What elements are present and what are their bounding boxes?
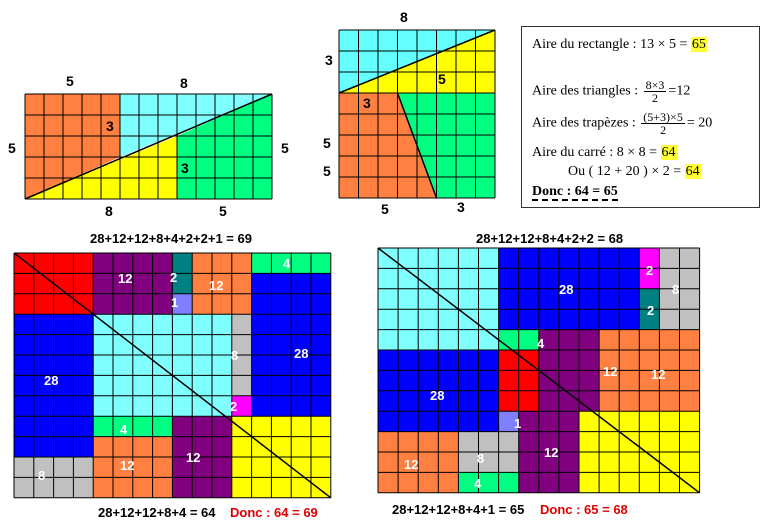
square-label-left-bottom: 5: [323, 135, 331, 151]
orange-12: [192, 253, 252, 315]
blue-1: [172, 293, 193, 315]
rectangle-grid: [24, 93, 273, 200]
label-top-left: 5: [66, 73, 74, 89]
square-area-text: Aire du carré : 8 × 8 =: [532, 145, 661, 160]
line-triangles-area: Aire des triangles : 8×3 2 =12: [532, 79, 690, 104]
alt-area-value: 64: [684, 164, 701, 179]
bottom-left-footer: 28+12+12+8+4 = 64: [98, 505, 216, 520]
bl-num-1: 1: [171, 295, 178, 310]
square-label-top: 8: [400, 9, 408, 25]
bottom-left-title: 28+12+12+8+4+2+2+1 = 69: [90, 231, 252, 246]
label-bottom-right: 5: [219, 203, 227, 219]
rectangle-area-value: 65: [690, 37, 707, 52]
square-area-value: 64: [660, 145, 677, 160]
br-num-4b: 4: [474, 476, 482, 491]
bl-num-28b: 28: [44, 373, 58, 388]
alt-area-text: Ou ( 12 + 20 ) × 2 =: [568, 164, 685, 179]
label-bottom-left: 8: [105, 203, 113, 219]
magenta-2: [231, 395, 252, 417]
grid-right: [377, 247, 701, 494]
square-num-a: 3: [363, 95, 371, 111]
bl-num-28a: 28: [294, 346, 308, 361]
bottom-right-title: 28+12+12+8+4+2+2 = 68: [476, 231, 623, 246]
explanation-panel: Aire du rectangle : 13 × 5 = 65 Aire des…: [521, 26, 760, 208]
br-num-12a: 12: [603, 364, 617, 379]
bottom-right-numbers: 28 2 8 2 4 12 12 28 1 12 12 8 4: [404, 263, 679, 491]
bl-num-12d: 12: [186, 450, 200, 465]
square-grid: [338, 29, 496, 199]
rectangle-13x5: [24, 93, 273, 200]
br-num-28b: 28: [430, 388, 444, 403]
bl-num-12b: 12: [209, 278, 223, 293]
br-num-2b: 2: [647, 303, 654, 318]
blue-1: [498, 411, 519, 432]
br-num-28a: 28: [559, 282, 573, 297]
triangles-denominator: 2: [652, 91, 659, 105]
bl-num-8a: 8: [231, 348, 238, 363]
bottom-right-diagonal: [377, 247, 701, 494]
line-trapezes-area: Aire des trapèzes : (5+3)×5 2 = 20: [532, 111, 712, 136]
conclusion-text: Donc : 64 = 65: [532, 184, 618, 201]
br-num-4a: 4: [537, 336, 545, 351]
bl-num-2b: 2: [230, 399, 237, 414]
bottom-left-diagonal: [13, 252, 332, 499]
bottom-right-footer: 28+12+12+8+4+1 = 65: [392, 502, 524, 517]
bottom-left-donc: Donc : 64 = 69: [230, 505, 318, 520]
label-right: 5: [281, 140, 289, 156]
br-num-12d: 12: [404, 457, 418, 472]
rectangle-diagonal: [24, 93, 273, 200]
square-num-b: 5: [438, 71, 446, 87]
rect-num-b: 3: [181, 160, 189, 176]
orange-trapezoid: [339, 93, 437, 198]
label-left: 5: [8, 140, 16, 156]
square-label-left-bottom-2: 5: [323, 163, 331, 179]
bl-num-4b: 4: [120, 422, 128, 437]
bl-num-12c: 12: [120, 458, 134, 473]
square-trapezoid-cut: [396, 92, 438, 199]
bottom-left-numbers: 12 2 1 12 4 28 8 28 2 4 12 12 8: [38, 256, 308, 483]
square-cut-line: [338, 29, 496, 94]
line-alt-area: Ou ( 12 + 20 ) × 2 = 64: [568, 164, 701, 180]
bottom-right-donc: Donc : 65 = 68: [540, 502, 628, 517]
line-conclusion: Donc : 64 = 65: [532, 184, 618, 201]
triangles-fraction: 8×3 2: [643, 78, 667, 105]
green-4b: [458, 472, 519, 493]
square-label-bottom-left: 5: [381, 201, 389, 217]
rect-num-a: 3: [106, 118, 114, 134]
trapezes-denominator: 2: [660, 123, 667, 137]
bl-num-12a: 12: [118, 271, 132, 286]
triangles-area-result: =12: [668, 83, 691, 99]
square-label-left-top: 3: [325, 52, 333, 68]
square-label-bottom-right: 3: [457, 199, 465, 215]
grid-left: [13, 252, 332, 499]
br-num-2a: 2: [646, 263, 653, 278]
green-trapezoid: [177, 94, 272, 199]
label-top-right: 8: [180, 75, 188, 91]
bl-num-8b: 8: [38, 468, 45, 483]
trapezes-area-result: = 20: [686, 115, 713, 131]
orange-triangle: [25, 94, 120, 199]
triangles-numerator: 8×3: [643, 78, 667, 92]
green-trapezoid: [397, 93, 495, 198]
rectangle-area-text: Aire du rectangle : 13 × 5 =: [532, 37, 691, 52]
bl-num-2: 2: [170, 270, 177, 285]
triangles-area-text: Aire des triangles :: [532, 83, 642, 99]
br-num-12b: 12: [651, 367, 665, 382]
trapezes-numerator: (5+3)×5: [641, 110, 685, 124]
br-num-8b: 8: [477, 451, 484, 466]
bl-num-4a: 4: [283, 256, 291, 271]
trapezes-area-text: Aire des trapèzes :: [532, 115, 640, 131]
square-8x8: [338, 29, 496, 199]
line-square-area: Aire du carré : 8 × 8 = 64: [532, 145, 677, 161]
trapezes-fraction: (5+3)×5 2: [641, 111, 685, 136]
br-num-12c: 12: [544, 445, 558, 460]
br-num-1: 1: [514, 416, 521, 431]
br-num-8a: 8: [672, 282, 679, 297]
line-rectangle-area: Aire du rectangle : 13 × 5 = 65: [532, 37, 707, 53]
